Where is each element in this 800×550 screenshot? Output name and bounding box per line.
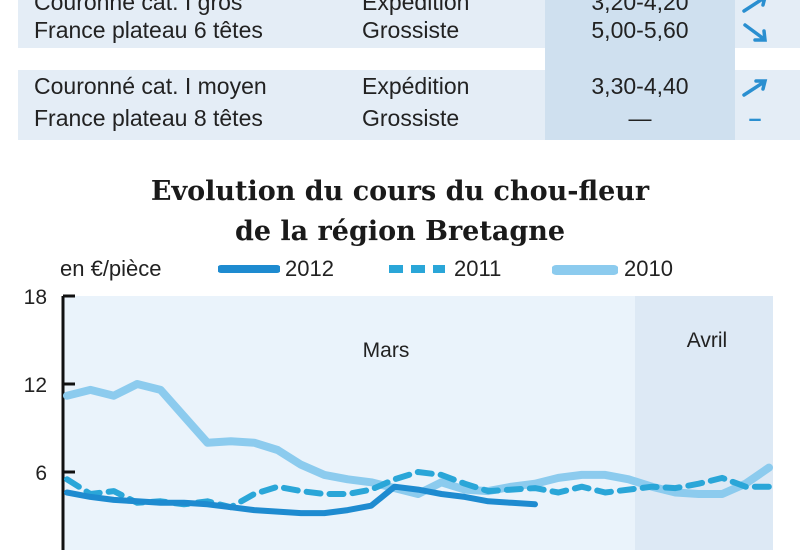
stage-cell: Grossiste	[362, 105, 460, 131]
stage-cell: Grossiste	[362, 17, 460, 43]
price-cell: 3,20-4,20	[591, 0, 689, 15]
price-cell: 5,00-5,60	[591, 17, 689, 43]
y-unit-label: en €/pièce	[60, 256, 162, 281]
legend-swatch-2012	[218, 265, 280, 273]
legend-label-2012: 2012	[285, 256, 334, 281]
table-row: Couronné cat. I gros Expédition 3,20-4,2…	[18, 0, 800, 16]
legend-label-2011: 2011	[454, 256, 502, 281]
dash-icon: –	[748, 105, 762, 131]
table-row: Couronné cat. I moyen Expédition 3,30-4,…	[18, 72, 800, 100]
chart-title: Evolution du cours du chou-fleur	[150, 176, 650, 207]
product-cell: France plateau 6 têtes	[34, 17, 263, 43]
period-label-march: Mars	[363, 339, 410, 362]
table-row: France plateau 8 têtes Grossiste — –	[18, 104, 800, 132]
legend-label-2010: 2010	[624, 256, 673, 281]
arrow-up-right-icon	[730, 0, 780, 16]
legend-swatch-2011	[389, 265, 445, 273]
product-cell: Couronné cat. I moyen	[34, 73, 267, 99]
arrow-down-right-icon	[730, 16, 780, 44]
price-cell: 3,30-4,40	[591, 73, 689, 99]
y-tick-label: 18	[24, 286, 47, 309]
plot-background-april	[635, 296, 773, 550]
stage-cell: Expédition	[362, 0, 470, 15]
chart-subtitle: de la région Bretagne	[234, 216, 566, 247]
arrow-up-right-icon	[730, 72, 780, 100]
price-cell: —	[628, 105, 652, 131]
table-row: France plateau 6 têtes Grossiste 5,00-5,…	[18, 16, 800, 44]
price-table: Couronné cat. I gros Expédition 3,20-4,2…	[18, 0, 800, 140]
legend-swatch-2010	[552, 265, 618, 275]
stage-cell: Expédition	[362, 73, 470, 99]
y-tick-label: 6	[35, 462, 47, 485]
chart-legend: en €/pièce 2012 2011 2010	[0, 254, 800, 284]
y-tick-label: 12	[24, 374, 47, 397]
price-column-background	[545, 0, 735, 140]
product-cell: France plateau 8 têtes	[34, 105, 263, 131]
period-label-april: Avril	[687, 329, 727, 352]
product-cell: Couronné cat. I gros	[34, 0, 243, 15]
series-line-2012	[64, 483, 538, 517]
